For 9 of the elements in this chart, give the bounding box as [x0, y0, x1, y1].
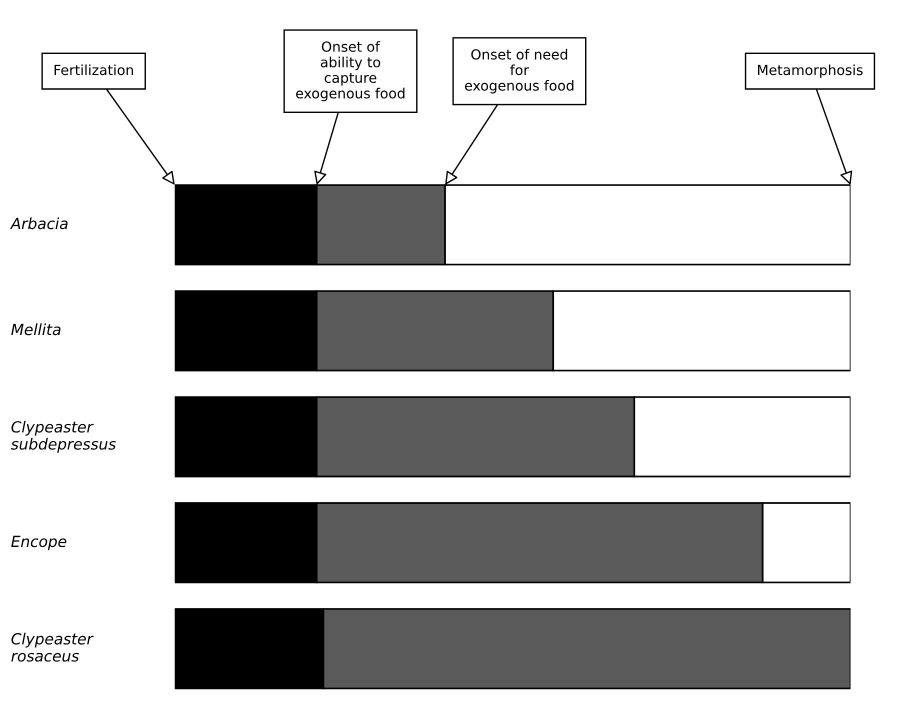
y-tick-label: Mellita — [11, 323, 60, 336]
y-tick-label: Clypeaster rosaceus — [11, 632, 94, 662]
text: Onset of ability to capture exogenous food — [296, 41, 404, 102]
y-tick-label: Clypeaster subdepressus — [10, 420, 116, 453]
text: Fertilization — [54, 64, 133, 76]
y-tick-label: Arbacia — [10, 217, 68, 230]
text: Onset of need for exogenous food — [464, 48, 574, 94]
y-tick-label: Encope — [11, 536, 66, 550]
text: Metamorphosis — [758, 64, 863, 78]
